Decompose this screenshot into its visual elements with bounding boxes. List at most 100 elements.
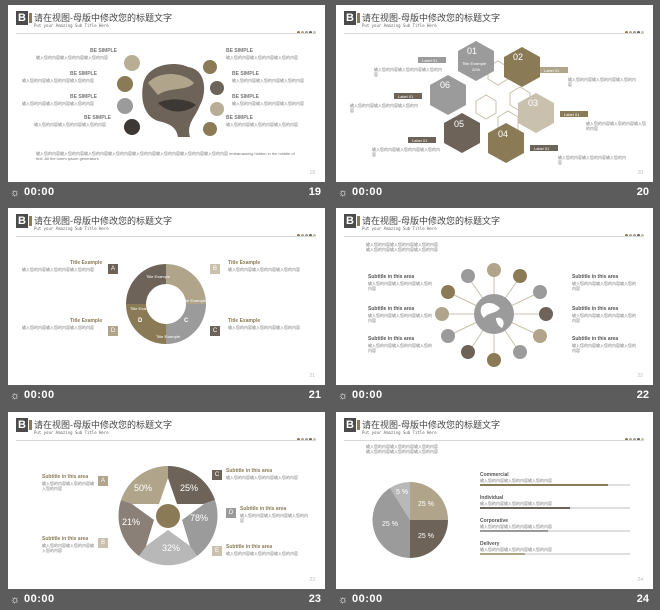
bar-item: Commercial 输入您的内容输入您的内容输入您的内容 <box>480 472 630 495</box>
letter-badge: E <box>212 546 222 556</box>
side-title: Title Example <box>228 318 261 324</box>
slide-thumb-19[interactable]: B 请在视图-母版中修改您的标题文字 Put your Amazing Sub … <box>8 5 325 203</box>
pie-label: 25 % <box>418 501 434 508</box>
slide-page-num: 24 <box>637 577 643 583</box>
transition-icon[interactable]: ☼ <box>10 187 21 199</box>
thumb-bar: ☼ 00:00 24 <box>336 590 653 610</box>
slide-canvas: B 请在视图-母版中修改您的标题文字 Put your Amazing Sub … <box>336 208 653 385</box>
slide-title: 请在视图-母版中修改您的标题文字 <box>362 420 500 430</box>
slide-thumb-20[interactable]: B 请在视图-母版中修改您的标题文字 Put your Amazing Sub … <box>336 5 653 203</box>
tag: Label 01 <box>534 146 550 151</box>
slide-title: 请在视图-母版中修改您的标题文字 <box>34 420 172 430</box>
slide-subtitle: Put your Amazing Sub Title Here <box>362 226 437 231</box>
bar-item: Corporative 输入您的内容输入您的内容输入您的内容 <box>480 518 630 541</box>
hexagon-infographic <box>394 41 588 163</box>
slide-title: 请在视图-母版中修改您的标题文字 <box>362 216 500 226</box>
thumb-bar: ☼ 00:00 23 <box>8 590 325 610</box>
transition-icon[interactable]: ☼ <box>10 390 21 402</box>
bar-item: Delivery 输入您的内容输入您的内容输入您的内容 <box>480 541 630 564</box>
desc: 输入您的内容输入您的内容输入您的内容 <box>34 122 106 127</box>
hex-number: 03 <box>528 98 539 108</box>
desc: 输入您的内容输入您的内容输入您的内容 <box>228 267 300 272</box>
thumb-bar: ☼ 00:00 20 <box>336 183 653 203</box>
slide-number: 19 <box>308 186 321 198</box>
bar-name: Individual <box>480 495 504 501</box>
desc: 输入您的内容输入您的内容输入您的内容 <box>558 155 626 165</box>
star-pie-diagram <box>118 466 218 566</box>
transition-icon[interactable]: ☼ <box>338 187 349 199</box>
logo: B <box>16 418 32 432</box>
tag: Label 01 <box>422 58 438 63</box>
slide-subtitle: Put your Amazing Sub Title Here <box>362 23 437 28</box>
transition-icon[interactable]: ☼ <box>10 594 21 606</box>
bar-desc: 输入您的内容输入您的内容输入您的内容 <box>480 524 552 529</box>
slide-subtitle: Put your Amazing Sub Title Here <box>34 23 109 28</box>
segment-percent: 25% <box>180 483 199 493</box>
area-subtitle: Subtitle in this area <box>572 336 619 342</box>
timing: 00:00 <box>352 593 383 605</box>
area-subtitle: Subtitle in this area <box>226 544 273 550</box>
area-subtitle: Subtitle in this area <box>226 468 273 474</box>
desc: 输入您的内容输入您的内容输入您的内容 <box>572 281 636 291</box>
desc: 输入您的内容输入您的内容输入您的内容 <box>232 78 304 83</box>
bar-name: Delivery <box>480 541 500 547</box>
tag: Label 01 <box>412 138 428 143</box>
letter-badge: B <box>210 264 220 274</box>
footer-text: 输入您的内容输入您的内容输入您的内容输入您的内容输入您的内容输入您的内容输入您的… <box>36 151 295 161</box>
slide-thumb-21[interactable]: B 请在视图-母版中修改您的标题文字 Put your Amazing Sub … <box>8 208 325 406</box>
timing: 00:00 <box>352 186 383 198</box>
letter-badge: A <box>98 476 108 486</box>
side-title: Title Example <box>70 260 103 266</box>
bar-desc: 输入您的内容输入您的内容输入您的内容 <box>480 478 552 483</box>
cycle-letter: A <box>126 280 131 286</box>
label: BE SIMPLE <box>232 94 259 100</box>
slide-subtitle: Put your Amazing Sub Title Here <box>362 430 437 435</box>
bar-list: Commercial 输入您的内容输入您的内容输入您的内容 Individual… <box>480 472 630 564</box>
slide-canvas: B 请在视图-母版中修改您的标题文字 Put your Amazing Sub … <box>8 5 325 182</box>
dot-decoration <box>624 21 644 39</box>
label: BE SIMPLE <box>70 71 97 77</box>
desc: 输入您的内容输入您的内容输入您的内容 <box>226 122 298 127</box>
slide-thumb-23[interactable]: B 请在视图-母版中修改您的标题文字 Put your Amazing Sub … <box>8 412 325 610</box>
desc: 输入您的内容输入您的内容输入您的内容 <box>568 77 636 87</box>
thumb-bar: ☼ 00:00 21 <box>8 386 325 406</box>
letter-badge: A <box>108 264 118 274</box>
area-subtitle: Subtitle in this area <box>572 274 619 280</box>
pie-label: 25 % <box>382 521 398 528</box>
cycle-letter: D <box>138 318 143 324</box>
slide-canvas: B 请在视图-母版中修改您的标题文字 Put your Amazing Sub … <box>8 412 325 589</box>
transition-icon[interactable]: ☼ <box>338 390 349 402</box>
slide-number: 23 <box>308 593 321 605</box>
slide-number: 22 <box>636 389 649 401</box>
thumb-bar: ☼ 00:00 19 <box>8 183 325 203</box>
segment-percent: 50% <box>134 483 153 493</box>
cycle-label: Title Example <box>146 274 171 279</box>
desc: 输入您的内容输入您的内容输入您的内容 <box>22 78 94 83</box>
slide-thumb-22[interactable]: B 请在视图-母版中修改您的标题文字 Put your Amazing Sub … <box>336 208 653 406</box>
slide-page-num: 20 <box>637 170 643 176</box>
hex-number: 06 <box>440 80 451 90</box>
letter-badge: D <box>226 508 236 518</box>
hex-number: 01 <box>467 46 478 56</box>
slide-thumb-24[interactable]: B 请在视图-母版中修改您的标题文字 Put your Amazing Sub … <box>336 412 653 610</box>
desc: 输入您的内容输入您的内容输入您的内容 <box>240 513 308 523</box>
slide-page-num: 22 <box>637 373 643 379</box>
dot-decoration <box>296 21 316 39</box>
intro-text: 输入您的内容输入您的内容输入您的内容 <box>366 444 438 449</box>
intro-text: 输入您的内容输入您的内容输入您的内容 <box>366 449 438 454</box>
timing: 00:00 <box>352 389 383 401</box>
bar-name: Corporative <box>480 518 509 524</box>
segment-percent: 32% <box>162 543 181 553</box>
dot-decoration <box>296 224 316 242</box>
desc: 输入您的内容输入您的内容输入您的内容 <box>368 281 432 291</box>
slide-number: 20 <box>636 186 649 198</box>
desc: 输入您的内容输入您的内容输入您的内容 <box>226 475 298 480</box>
segment-percent: 21% <box>122 517 141 527</box>
bar-name: Commercial <box>480 472 509 478</box>
transition-icon[interactable]: ☼ <box>338 594 349 606</box>
slide-number: 24 <box>636 593 649 605</box>
timing: 00:00 <box>24 593 55 605</box>
pie-label: 5 % <box>396 489 409 496</box>
globe-radial-diagram <box>435 263 553 367</box>
timing: 00:00 <box>24 389 55 401</box>
